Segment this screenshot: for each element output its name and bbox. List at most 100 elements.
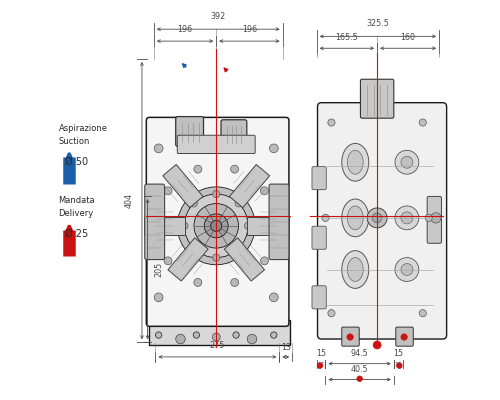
Circle shape: [176, 334, 186, 344]
FancyBboxPatch shape: [269, 184, 289, 260]
Circle shape: [247, 334, 257, 344]
Circle shape: [367, 208, 387, 228]
Bar: [224, 238, 264, 281]
Circle shape: [194, 278, 202, 286]
Ellipse shape: [348, 206, 363, 230]
Circle shape: [401, 156, 413, 168]
Circle shape: [194, 165, 202, 173]
Text: Delivery: Delivery: [58, 209, 94, 218]
Circle shape: [244, 222, 252, 229]
FancyBboxPatch shape: [178, 135, 255, 154]
Ellipse shape: [348, 150, 363, 174]
Circle shape: [395, 206, 419, 230]
FancyBboxPatch shape: [360, 79, 394, 118]
Circle shape: [270, 332, 277, 338]
Circle shape: [396, 363, 402, 368]
FancyBboxPatch shape: [176, 116, 204, 146]
Text: 165.5: 165.5: [336, 32, 358, 42]
Circle shape: [270, 144, 278, 153]
Text: 275: 275: [210, 341, 225, 350]
Circle shape: [212, 333, 220, 341]
Circle shape: [347, 334, 354, 340]
Text: Ø 25: Ø 25: [66, 229, 88, 239]
Circle shape: [328, 310, 335, 317]
Circle shape: [395, 258, 419, 282]
Circle shape: [154, 293, 163, 302]
Circle shape: [204, 214, 228, 238]
Ellipse shape: [348, 258, 363, 282]
Text: 13: 13: [281, 343, 291, 352]
Circle shape: [152, 222, 160, 230]
Text: 196: 196: [178, 25, 192, 34]
Bar: [230, 164, 270, 208]
Circle shape: [260, 187, 268, 195]
Circle shape: [190, 245, 198, 252]
Circle shape: [233, 332, 239, 338]
Circle shape: [156, 332, 162, 338]
Bar: [247, 217, 289, 234]
Bar: [144, 217, 186, 234]
Text: 404: 404: [124, 193, 134, 208]
FancyBboxPatch shape: [312, 167, 326, 190]
Circle shape: [425, 214, 432, 222]
Text: 15: 15: [393, 350, 403, 358]
Circle shape: [372, 213, 382, 223]
Text: 196: 196: [242, 25, 257, 34]
Circle shape: [164, 187, 172, 195]
Circle shape: [401, 212, 413, 224]
Circle shape: [272, 222, 280, 230]
Bar: [163, 164, 203, 208]
Bar: [168, 238, 208, 281]
Circle shape: [322, 214, 329, 222]
Circle shape: [401, 264, 413, 276]
FancyBboxPatch shape: [396, 327, 413, 346]
Circle shape: [419, 119, 426, 126]
FancyBboxPatch shape: [146, 117, 289, 326]
Circle shape: [210, 220, 222, 231]
Circle shape: [178, 187, 255, 265]
FancyBboxPatch shape: [342, 327, 359, 346]
Circle shape: [235, 245, 242, 252]
Circle shape: [194, 204, 238, 248]
Text: 94.5: 94.5: [351, 350, 368, 358]
Circle shape: [270, 293, 278, 302]
Circle shape: [260, 257, 268, 265]
Text: Aspirazione: Aspirazione: [58, 124, 108, 133]
Circle shape: [401, 334, 407, 340]
Circle shape: [395, 150, 419, 174]
Text: 15: 15: [316, 350, 326, 358]
Circle shape: [212, 254, 220, 261]
Circle shape: [430, 213, 441, 223]
Text: 205: 205: [154, 262, 164, 277]
Circle shape: [419, 310, 426, 317]
Circle shape: [357, 376, 362, 382]
Circle shape: [164, 257, 172, 265]
Circle shape: [317, 363, 322, 368]
FancyBboxPatch shape: [427, 196, 442, 243]
Circle shape: [190, 200, 198, 207]
Circle shape: [328, 119, 335, 126]
FancyBboxPatch shape: [318, 103, 446, 339]
Circle shape: [230, 278, 238, 286]
Text: Mandata: Mandata: [58, 196, 95, 205]
Circle shape: [230, 165, 238, 173]
Circle shape: [193, 332, 200, 338]
Circle shape: [373, 341, 381, 349]
Circle shape: [181, 222, 188, 229]
FancyBboxPatch shape: [312, 226, 326, 249]
Circle shape: [154, 144, 163, 153]
FancyBboxPatch shape: [221, 120, 247, 148]
FancyBboxPatch shape: [148, 320, 290, 345]
Text: Ø 50: Ø 50: [66, 157, 88, 167]
Ellipse shape: [342, 251, 369, 288]
Ellipse shape: [342, 199, 369, 237]
Text: 392: 392: [210, 12, 226, 21]
Text: 160: 160: [400, 32, 415, 42]
Circle shape: [235, 200, 242, 207]
FancyBboxPatch shape: [144, 184, 165, 260]
Ellipse shape: [342, 143, 369, 181]
Text: 40.5: 40.5: [351, 365, 368, 374]
FancyBboxPatch shape: [312, 286, 326, 309]
Text: Suction: Suction: [58, 137, 90, 146]
Circle shape: [212, 190, 220, 198]
